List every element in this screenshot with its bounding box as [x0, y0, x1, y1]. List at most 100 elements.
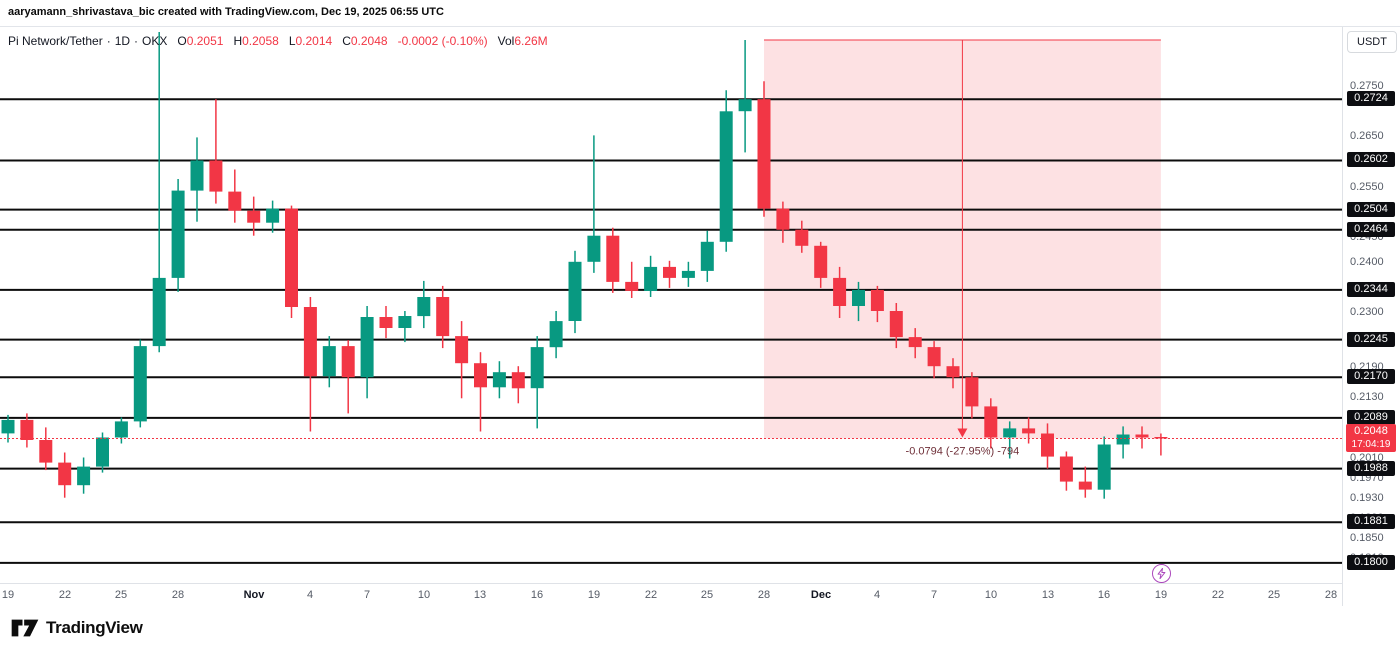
candle — [322, 336, 336, 388]
volume-value: 6.26M — [514, 34, 548, 48]
close-label: C — [342, 34, 351, 48]
price-level-badge: 0.2089 — [1347, 410, 1395, 425]
price-label: 0.2550 — [1350, 181, 1384, 193]
time-label: 4 — [306, 589, 314, 601]
candle — [568, 250, 582, 334]
exchange-label: OKX — [142, 34, 168, 48]
time-label: 22 — [644, 589, 658, 601]
price-level-badge: 0.2504 — [1347, 202, 1395, 217]
candlestick-chart[interactable]: -0.0794 (-27.95%) -794 — [0, 27, 1342, 583]
candle — [644, 255, 658, 297]
candle — [228, 169, 242, 223]
candle — [474, 352, 487, 432]
candle — [946, 358, 960, 389]
candle — [417, 280, 431, 329]
candle — [341, 340, 355, 414]
time-label: 19 — [1154, 589, 1168, 601]
flash-alert-button[interactable] — [1152, 564, 1171, 583]
candle — [663, 260, 676, 288]
candle — [776, 201, 790, 243]
time-label: 16 — [1097, 589, 1111, 601]
price-level-badge: 0.2602 — [1347, 152, 1395, 167]
candle — [587, 135, 601, 273]
attribution-text: aaryamann_shrivastava_bic created with T… — [8, 6, 444, 18]
candle — [398, 311, 412, 343]
candle — [965, 372, 979, 419]
legend-separator: · — [106, 34, 111, 48]
candle — [492, 361, 506, 399]
price-level-badge: 0.1988 — [1347, 461, 1395, 476]
lightning-bolt-icon — [1157, 568, 1166, 579]
candle — [1059, 451, 1073, 491]
price-level-badge: 0.2344 — [1347, 282, 1395, 297]
candle — [209, 99, 223, 204]
price-level-badge: 0.2724 — [1347, 91, 1395, 106]
candle — [1022, 417, 1036, 444]
current-price-value: 0.2048 — [1354, 425, 1388, 437]
volume-label: Vol — [497, 34, 515, 48]
change-value: -0.0002 (-0.10%) — [397, 34, 488, 48]
time-axis[interactable]: 19 22 25 28 Nov 4 7 10 13 16 19 22 25 28 Dec 4 7 10 13 16 19… — [0, 583, 1342, 608]
low-value: 0.2014 — [295, 34, 333, 48]
time-label: 22 — [58, 589, 72, 601]
candle — [1041, 423, 1054, 469]
time-label: 4 — [873, 589, 881, 601]
candle — [852, 281, 865, 322]
close-value: 0.2048 — [350, 34, 388, 48]
candle — [625, 261, 639, 298]
high-value: 0.2058 — [242, 34, 279, 48]
price-label: 0.2750 — [1350, 80, 1384, 92]
open-label: O — [177, 34, 187, 48]
candle — [1, 414, 15, 443]
price-level-badge: 0.2245 — [1347, 332, 1395, 347]
candle — [379, 306, 393, 339]
time-label: 10 — [417, 589, 431, 601]
price-label: 0.2400 — [1350, 256, 1384, 268]
time-label: 13 — [1041, 589, 1055, 601]
time-label: Dec — [810, 589, 832, 601]
tradingview-wordmark[interactable]: TradingView — [46, 617, 143, 637]
candle — [114, 417, 128, 444]
candle — [908, 328, 922, 359]
price-label: 0.1850 — [1350, 532, 1384, 544]
candle — [77, 457, 91, 494]
price-label: 0.1930 — [1350, 492, 1384, 504]
time-label: 7 — [930, 589, 938, 601]
time-label: 16 — [530, 589, 544, 601]
attribution-bar: aaryamann_shrivastava_bic created with T… — [0, 0, 1400, 26]
candle — [530, 336, 544, 429]
candle — [700, 230, 714, 282]
price-level-badge: 0.2464 — [1347, 222, 1395, 237]
interval-label: 1D — [114, 34, 131, 48]
currency-toggle-button[interactable]: USDT — [1347, 31, 1397, 53]
time-label: 25 — [1267, 589, 1281, 601]
candle — [171, 179, 185, 292]
candle — [719, 90, 733, 252]
candle — [436, 285, 450, 349]
price-label: 0.2300 — [1350, 306, 1384, 318]
candle — [39, 427, 53, 471]
measure-label: -0.0794 (-27.95%) -794 — [906, 446, 1020, 458]
price-axis[interactable]: USDT 0.2750 0.2650 0.2550 0.2450 0.2400 0.230… — [1342, 27, 1400, 607]
time-label: 7 — [363, 589, 371, 601]
candle — [1135, 426, 1149, 449]
candle — [247, 196, 261, 236]
price-level-badge: 0.2170 — [1347, 369, 1395, 384]
time-label: 10 — [984, 589, 998, 601]
candle — [455, 321, 469, 399]
candle — [133, 339, 147, 428]
time-label: 13 — [473, 589, 487, 601]
time-label: 28 — [171, 589, 185, 601]
candle — [266, 200, 280, 233]
candle — [58, 452, 72, 498]
candle — [1154, 433, 1168, 456]
candle — [795, 220, 809, 253]
tradingview-logo-icon[interactable] — [10, 618, 40, 638]
legend-separator: · — [134, 34, 139, 48]
candle — [814, 241, 828, 288]
high-label: H — [233, 34, 243, 48]
candle — [549, 311, 563, 359]
symbol-name: Pi Network/Tether — [8, 34, 103, 48]
chart-widget: -0.0794 (-27.95%) -794 Pi Network/Tether… — [0, 26, 1400, 608]
plot-area[interactable]: -0.0794 (-27.95%) -794 — [0, 27, 1342, 583]
